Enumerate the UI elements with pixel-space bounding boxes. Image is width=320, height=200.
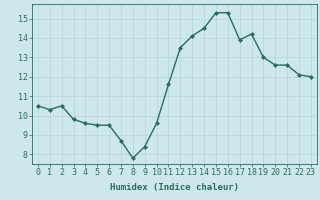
X-axis label: Humidex (Indice chaleur): Humidex (Indice chaleur) [110, 183, 239, 192]
